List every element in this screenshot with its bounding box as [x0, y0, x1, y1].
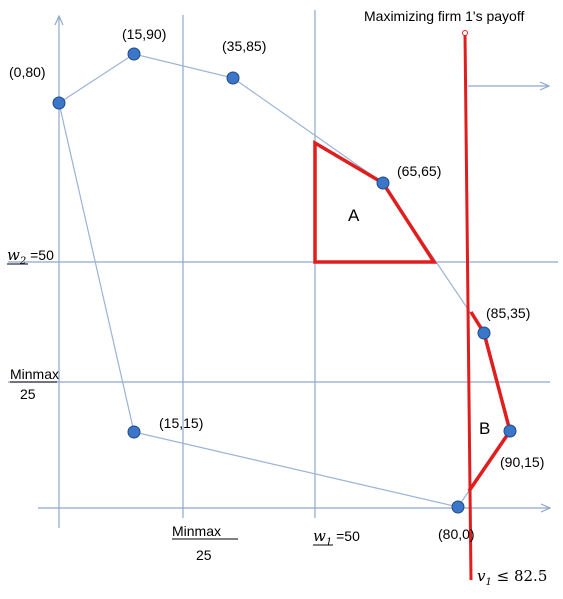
- w1-threshold-label: w1 =50: [313, 527, 360, 548]
- point-15-15: [127, 425, 141, 439]
- point-35-85: [226, 71, 240, 85]
- point-label-35-85: (35,85): [222, 38, 266, 54]
- v1-constraint-line: [463, 32, 473, 581]
- point-65-65: [376, 176, 390, 190]
- point-15-90: [127, 47, 141, 61]
- v1-constraint-label: v1 ≤ 82.5: [477, 567, 547, 588]
- minmax-bottom-value: 25: [196, 547, 212, 563]
- region-a-label: A: [348, 206, 360, 225]
- w1-subscript: 1: [326, 537, 332, 548]
- point-label-15-90: (15,90): [122, 26, 166, 42]
- w2-value: =50: [26, 247, 54, 263]
- v1-symbol: v: [477, 567, 486, 585]
- minmax-left-value: 25: [20, 386, 36, 402]
- w1-symbol: w: [313, 527, 326, 545]
- v1-value: ≤ 82.5: [492, 567, 548, 585]
- w1-value: =50: [332, 528, 360, 544]
- w2-threshold-label: w2 =50: [7, 246, 54, 267]
- w2-subscript: 2: [19, 256, 26, 267]
- feasible-payoff-polygon: [58, 53, 511, 508]
- point-label-15-15: (15,15): [159, 415, 203, 431]
- region-b-outline: [467, 311, 512, 492]
- v1-subscript: 1: [485, 577, 491, 588]
- point-85-35: [477, 326, 491, 340]
- point-label-0-80: (0,80): [9, 64, 46, 80]
- w2-symbol: w: [7, 246, 20, 264]
- point-label-80-0: (80,0): [438, 526, 475, 542]
- point-label-85-35: (85,35): [486, 305, 530, 321]
- point-label-65-65: (65,65): [397, 163, 441, 179]
- region-b-label: B: [479, 419, 490, 438]
- region-a-outline: [313, 139, 438, 264]
- point-0-80: [52, 96, 66, 110]
- point-80-0: [451, 500, 465, 514]
- minmax-bottom-label: Minmax: [172, 523, 221, 539]
- v1-line-endpoint: [462, 30, 468, 36]
- maximizing-title: Maximizing firm 1's payoff: [364, 8, 524, 24]
- point-90-15: [503, 424, 517, 438]
- point-label-90-15: (90,15): [500, 454, 544, 470]
- minmax-left-label: Minmax: [10, 366, 59, 382]
